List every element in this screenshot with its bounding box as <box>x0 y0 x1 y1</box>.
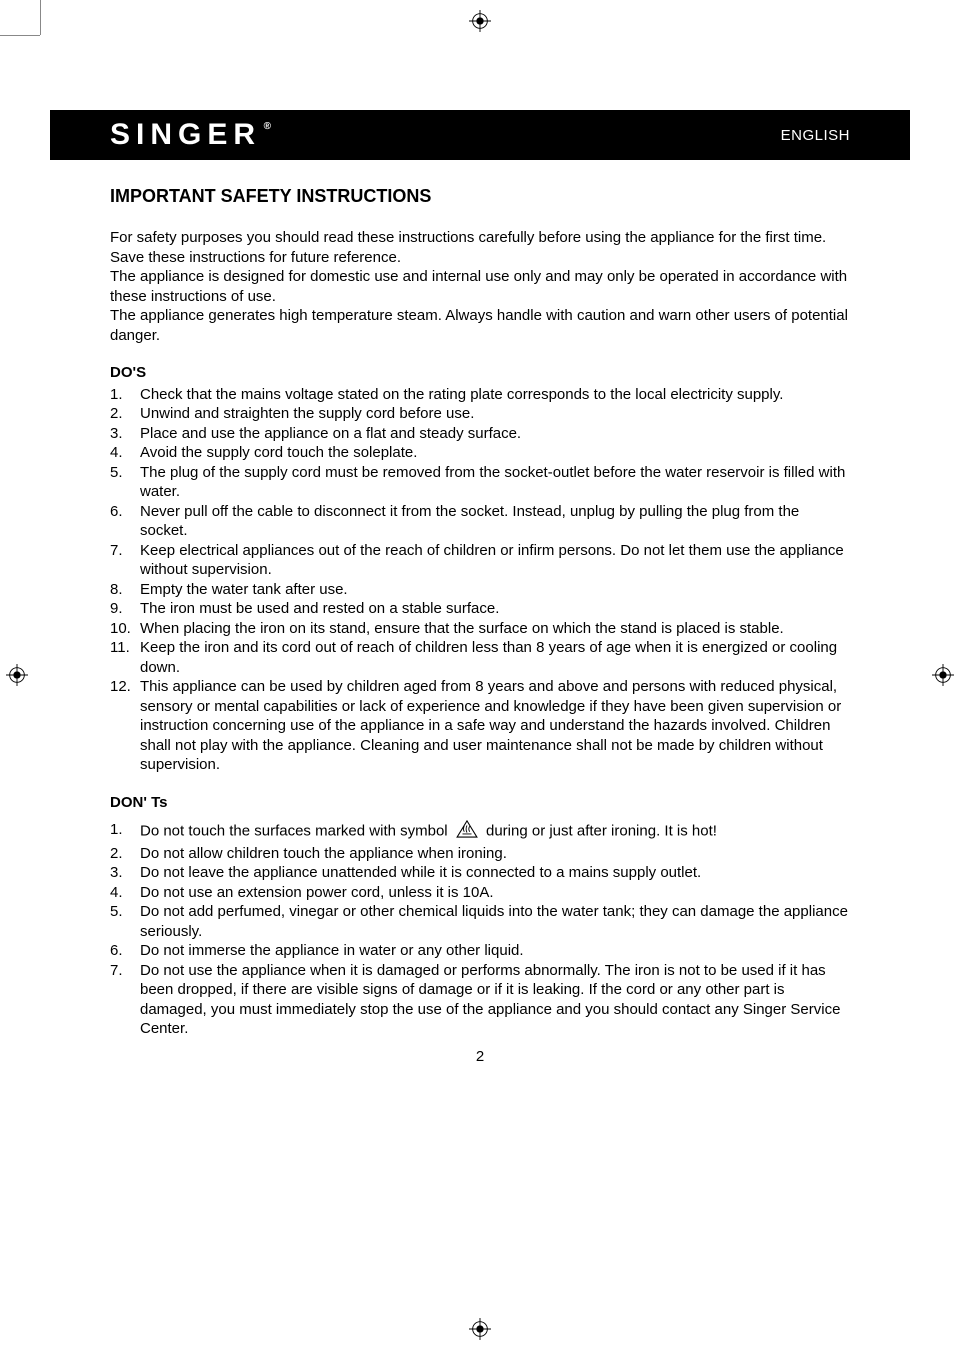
content-area: IMPORTANT SAFETY INSTRUCTIONS For safety… <box>50 160 910 1066</box>
list-number: 5. <box>110 902 123 922</box>
list-number: 7. <box>110 961 123 981</box>
intro-text: For safety purposes you should read thes… <box>110 228 850 345</box>
registration-mark-icon <box>932 664 954 686</box>
list-number: 2. <box>110 404 123 424</box>
crop-mark <box>0 35 40 36</box>
list-text: Do not immerse the appliance in water or… <box>140 942 524 959</box>
list-item: 5. Do not add perfumed, vinegar or other … <box>110 902 850 941</box>
list-text: Do not leave the appliance unattended wh… <box>140 864 701 881</box>
list-number: 4. <box>110 443 123 463</box>
list-item: 4. Avoid the supply cord touch the solepl… <box>110 443 850 463</box>
list-item: 2. Unwind and straighten the supply cord … <box>110 404 850 424</box>
list-item: 4. Do not use an extension power cord, un… <box>110 883 850 903</box>
intro-paragraph: The appliance generates high temperature… <box>110 306 850 345</box>
list-text: Unwind and straighten the supply cord be… <box>140 405 474 422</box>
registration-mark-icon <box>469 10 491 32</box>
list-number: 12. <box>110 677 131 697</box>
list-number: 3. <box>110 424 123 444</box>
list-number: 10. <box>110 619 131 639</box>
list-item: 5. The plug of the supply cord must be re… <box>110 463 850 502</box>
registration-mark-icon <box>469 1318 491 1340</box>
list-number: 4. <box>110 883 123 903</box>
list-text: Never pull off the cable to disconnect i… <box>140 503 799 540</box>
registration-mark-icon <box>6 664 28 686</box>
page-number: 2 <box>110 1047 850 1067</box>
list-number: 11. <box>110 638 130 658</box>
list-item: 1. Check that the mains voltage stated on… <box>110 385 850 405</box>
list-item: 12. This appliance can be used by childre… <box>110 677 850 775</box>
list-item: 2. Do not allow children touch the applia… <box>110 844 850 864</box>
list-item: 9. The iron must be used and rested on a … <box>110 599 850 619</box>
list-number: 1. <box>110 385 123 405</box>
dos-list: 1. Check that the mains voltage stated on… <box>110 385 850 775</box>
crop-mark <box>40 0 41 35</box>
hot-surface-icon <box>456 820 478 844</box>
registered-mark: ® <box>264 121 271 132</box>
list-text: When placing the iron on its stand, ensu… <box>140 620 784 637</box>
list-item: 6. Never pull off the cable to disconnect… <box>110 502 850 541</box>
brand-logo: SINGER® <box>110 118 261 152</box>
donts-list: 1. Do not touch the surfaces marked with… <box>110 820 850 1039</box>
list-item: 8. Empty the water tank after use. <box>110 580 850 600</box>
list-number: 2. <box>110 844 123 864</box>
list-number: 7. <box>110 541 123 561</box>
list-item: 3. Place and use the appliance on a flat … <box>110 424 850 444</box>
list-number: 6. <box>110 502 123 522</box>
list-number: 8. <box>110 580 123 600</box>
intro-paragraph: The appliance is designed for domestic u… <box>110 267 850 306</box>
list-number: 6. <box>110 941 123 961</box>
list-item: 7. Keep electrical appliances out of the … <box>110 541 850 580</box>
list-item: 1. Do not touch the surfaces marked with… <box>110 820 850 844</box>
list-number: 1. <box>110 820 123 840</box>
list-text: The plug of the supply cord must be remo… <box>140 464 845 501</box>
list-item: 11. Keep the iron and its cord out of rea… <box>110 638 850 677</box>
list-text: Avoid the supply cord touch the soleplat… <box>140 444 417 461</box>
list-text: Place and use the appliance on a flat an… <box>140 425 521 442</box>
list-text: The iron must be used and rested on a st… <box>140 600 499 617</box>
list-text: Keep the iron and its cord out of reach … <box>140 639 837 676</box>
intro-paragraph: For safety purposes you should read thes… <box>110 228 850 267</box>
list-text: Empty the water tank after use. <box>140 581 348 598</box>
header-bar: SINGER® ENGLISH <box>50 110 910 160</box>
list-item: 6. Do not immerse the appliance in water … <box>110 941 850 961</box>
list-item: 10. When placing the iron on its stand, e… <box>110 619 850 639</box>
list-item: 3. Do not leave the appliance unattended … <box>110 863 850 883</box>
manual-page: SINGER® ENGLISH IMPORTANT SAFETY INSTRUC… <box>50 40 910 1066</box>
language-label: ENGLISH <box>781 127 850 144</box>
page-title: IMPORTANT SAFETY INSTRUCTIONS <box>110 185 850 208</box>
list-text: Check that the mains voltage stated on t… <box>140 386 783 403</box>
list-text: Do not use an extension power cord, unle… <box>140 884 494 901</box>
list-text-pre: Do not touch the surfaces marked with sy… <box>140 823 448 840</box>
list-text: Keep electrical appliances out of the re… <box>140 542 844 579</box>
list-text: Do not use the appliance when it is dama… <box>140 962 840 1038</box>
list-number: 3. <box>110 863 123 883</box>
donts-heading: DON' Ts <box>110 793 850 813</box>
list-text-post: during or just after ironing. It is hot! <box>486 823 717 840</box>
dos-heading: DO'S <box>110 363 850 383</box>
list-text: Do not allow children touch the applianc… <box>140 845 507 862</box>
list-text: Do not add perfumed, vinegar or other ch… <box>140 903 848 940</box>
list-text: This appliance can be used by children a… <box>140 678 841 773</box>
brand-text: SINGER <box>110 118 261 151</box>
list-number: 5. <box>110 463 123 483</box>
list-number: 9. <box>110 599 123 619</box>
list-item: 7. Do not use the appliance when it is da… <box>110 961 850 1039</box>
